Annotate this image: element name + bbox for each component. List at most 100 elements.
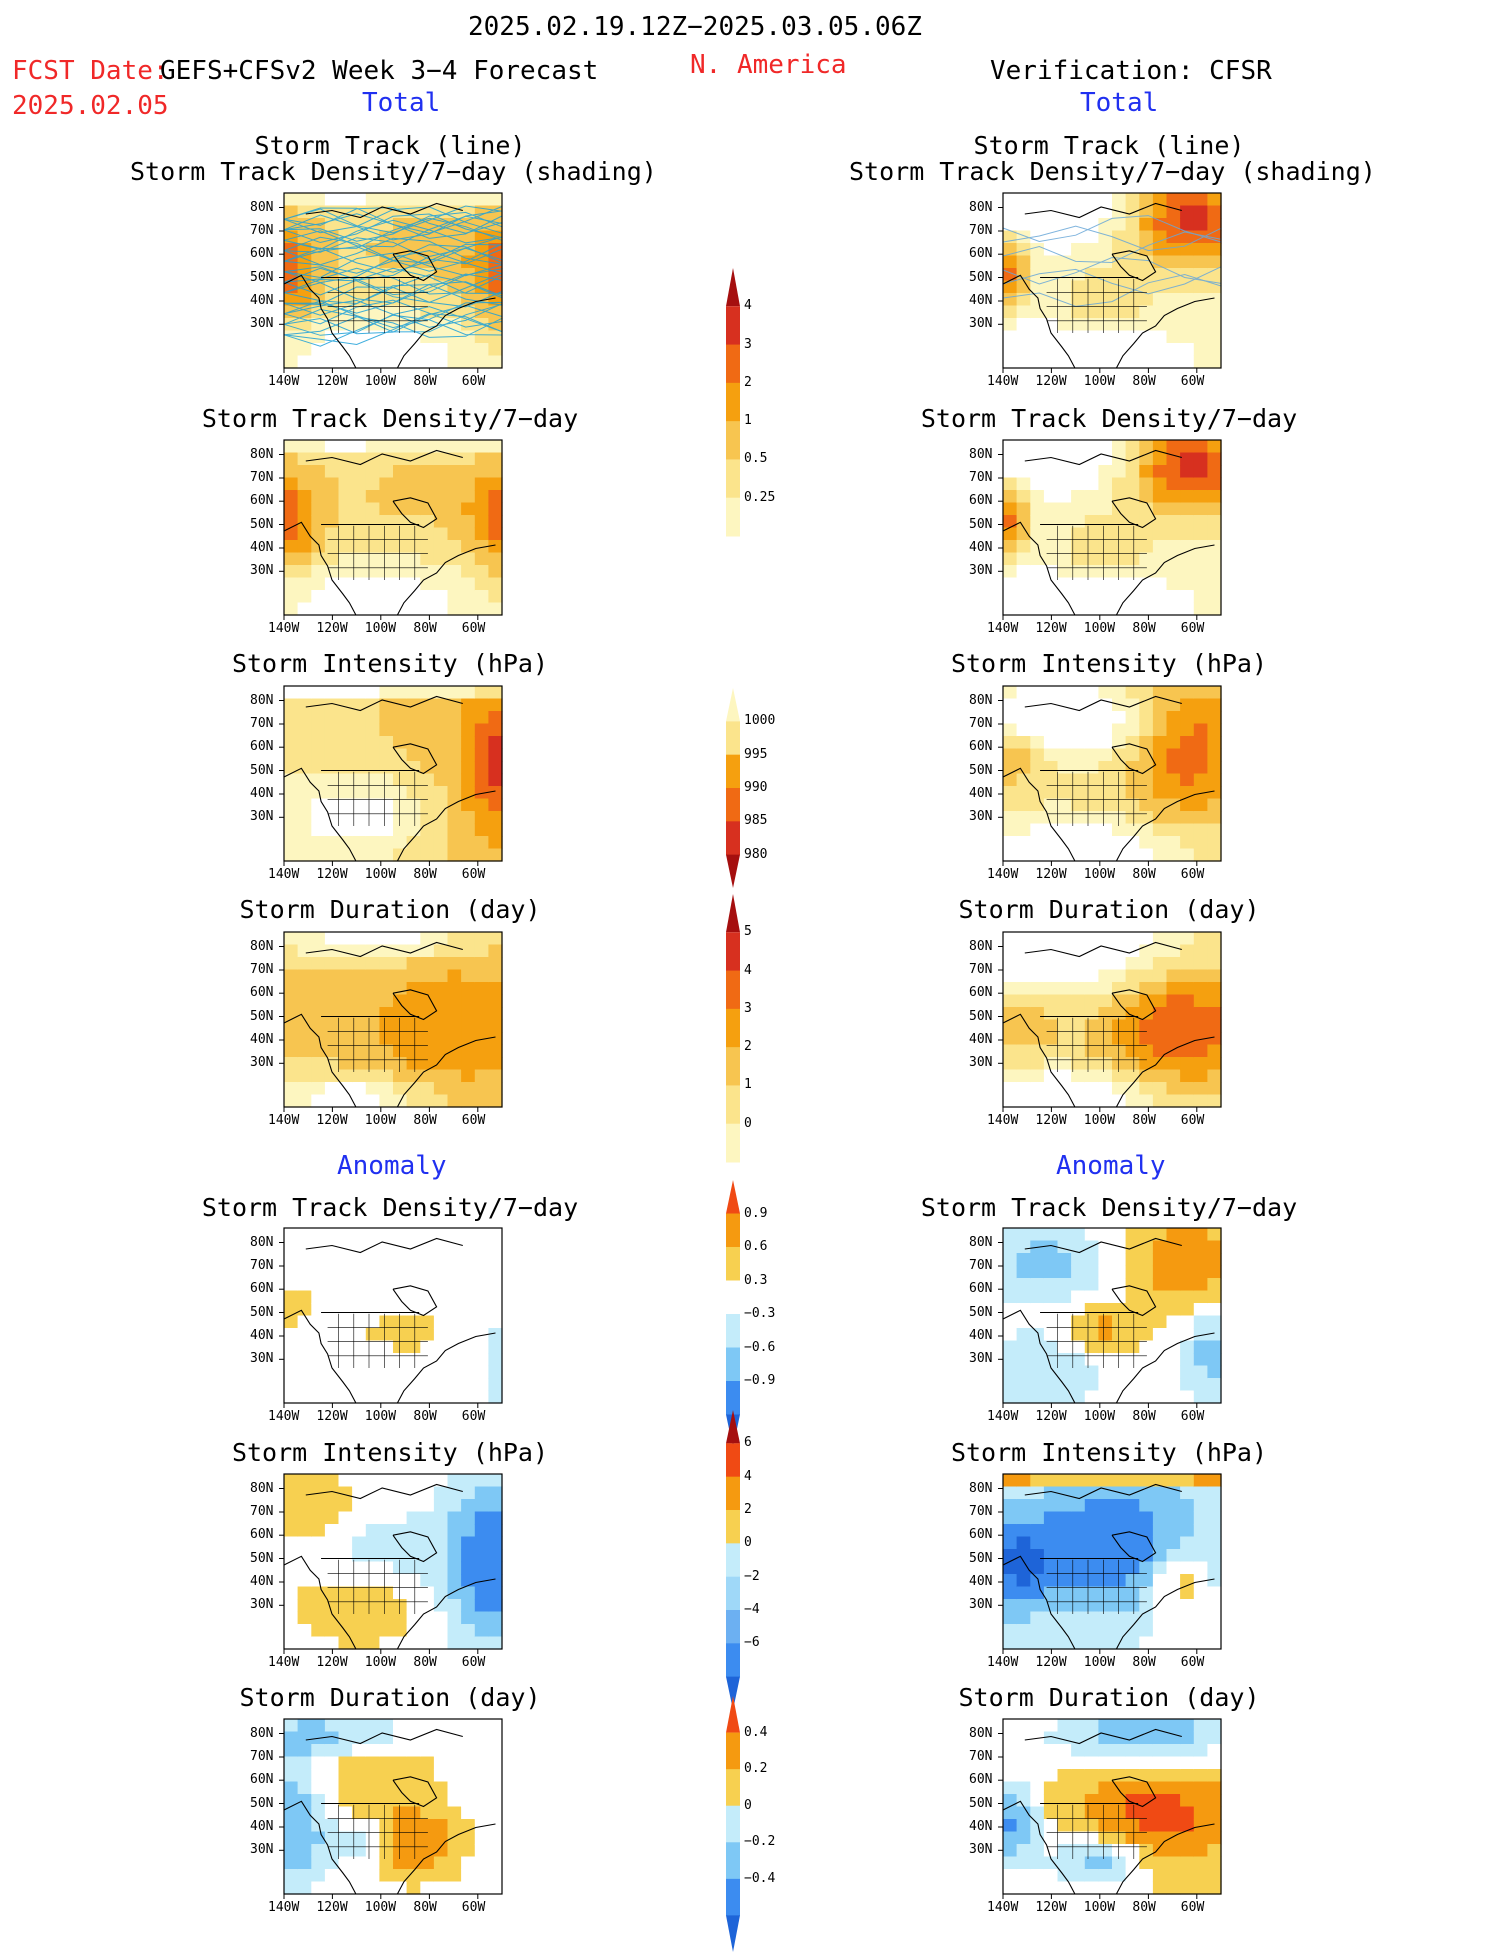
grid-cell: [1112, 1474, 1127, 1488]
grid-cell: [352, 577, 367, 591]
grid-cell: [311, 1881, 326, 1895]
grid-cell: [433, 1536, 449, 1550]
grid-cell: [1207, 1253, 1222, 1267]
grid-cell: [1057, 957, 1072, 971]
grid-cell: [1125, 1378, 1140, 1392]
grid-cell: [1057, 1253, 1072, 1267]
grid-cell: [1152, 1831, 1168, 1845]
grid-cell: [352, 1390, 367, 1404]
grid-cell: [1071, 823, 1086, 837]
grid-cell: [1125, 318, 1140, 332]
grid-cell: [311, 1353, 326, 1367]
grid-cell: [461, 515, 476, 529]
grid-cell: [324, 1781, 340, 1795]
grid-cell: [297, 994, 312, 1008]
grid-cell: [1071, 343, 1086, 357]
grid-cell: [324, 1315, 340, 1329]
colorbar-segment: [726, 1732, 740, 1770]
grid-cell: [379, 1032, 394, 1046]
grid-cell: [406, 502, 421, 516]
grid-cell: [284, 944, 299, 958]
grid-cell: [1098, 969, 1113, 983]
grid-cell: [393, 1044, 408, 1058]
grid-cell: [379, 1744, 394, 1758]
colorbar-label: 0.3: [744, 1272, 768, 1288]
grid-cell: [1030, 318, 1045, 332]
grid-cell: [1193, 1365, 1208, 1379]
grid-cell: [324, 527, 340, 541]
colorbar-segment: [726, 344, 740, 384]
grid-cell: [1139, 1474, 1154, 1488]
grid-cell: [352, 1586, 367, 1600]
grid-cell: [406, 1599, 421, 1613]
grid-cell: [365, 711, 380, 725]
grid-cell: [324, 1819, 340, 1833]
grid-cell: [1016, 1511, 1031, 1525]
grid-cell: [488, 1881, 503, 1895]
grid-cell: [1071, 1007, 1086, 1021]
grid-cell: [311, 1057, 326, 1071]
storm-track: [283, 213, 503, 244]
grid-cell: [1084, 1806, 1099, 1820]
grid-cell: [352, 1353, 367, 1367]
grid-cell: [1016, 1378, 1031, 1392]
grid-cell: [284, 698, 299, 712]
grid-cell: [338, 1599, 353, 1613]
grid-cell: [352, 1365, 367, 1379]
grid-cell: [311, 1869, 326, 1883]
colorbar-label: 0.9: [744, 1205, 768, 1221]
grid-cell: [311, 1599, 326, 1613]
grid-cell: [297, 1536, 312, 1550]
grid-cell: [1003, 994, 1018, 1008]
storm-track: [283, 205, 503, 234]
grid-cell: [1193, 1044, 1208, 1058]
grid-cell: [406, 1624, 421, 1638]
shading-layer: [284, 1228, 503, 1404]
grid-cell: [1057, 944, 1072, 958]
grid-cell: [461, 1240, 476, 1254]
grid-cell: [1030, 255, 1045, 269]
grid-cell: [1030, 355, 1045, 369]
grid-cell: [1084, 218, 1099, 232]
grid-cell: [1193, 1806, 1208, 1820]
grid-cell: [420, 1831, 435, 1845]
grid-cell: [297, 1315, 312, 1329]
grid-cell: [1152, 1611, 1168, 1625]
grid-cell: [1125, 1228, 1140, 1242]
grid-cell: [297, 590, 312, 604]
grid-cell: [1030, 343, 1045, 357]
grid-cell: [461, 590, 476, 604]
grid-cell: [284, 1486, 299, 1500]
grid-cell: [1057, 280, 1072, 294]
grid-cell: [1139, 836, 1154, 850]
grid-cell: [1016, 1069, 1031, 1083]
grid-cell: [324, 1744, 340, 1758]
grid-cell: [1152, 577, 1168, 591]
map-frame: [283, 931, 503, 1108]
grid-cell: [311, 982, 326, 996]
grid-cell: [1098, 1265, 1113, 1279]
grid-cell: [420, 1636, 435, 1650]
grid-cell: [1112, 798, 1127, 812]
grid-cell: [1084, 711, 1099, 725]
grid-cell: [379, 1856, 394, 1870]
grid-cell: [297, 1340, 312, 1354]
grid-cell: [488, 773, 503, 787]
grid-cell: [297, 1290, 312, 1304]
grid-cell: [1139, 305, 1154, 319]
grid-cell: [1180, 1278, 1195, 1292]
grid-cell: [1098, 1340, 1113, 1354]
grid-cell: [406, 1536, 421, 1550]
grid-cell: [1003, 1486, 1018, 1500]
grid-cell: [1084, 761, 1099, 775]
grid-cell: [461, 932, 476, 946]
grid-cell: [461, 1844, 476, 1858]
grid-cell: [406, 686, 421, 700]
grid-cell: [447, 1378, 462, 1392]
grid-cell: [1180, 1378, 1195, 1392]
grid-cell: [1030, 465, 1045, 479]
grid-cell: [1166, 490, 1181, 504]
lat-tick-label: 80N: [250, 1725, 274, 1741]
grid-cell: [297, 798, 312, 812]
colorbar-label: 995: [744, 746, 768, 762]
